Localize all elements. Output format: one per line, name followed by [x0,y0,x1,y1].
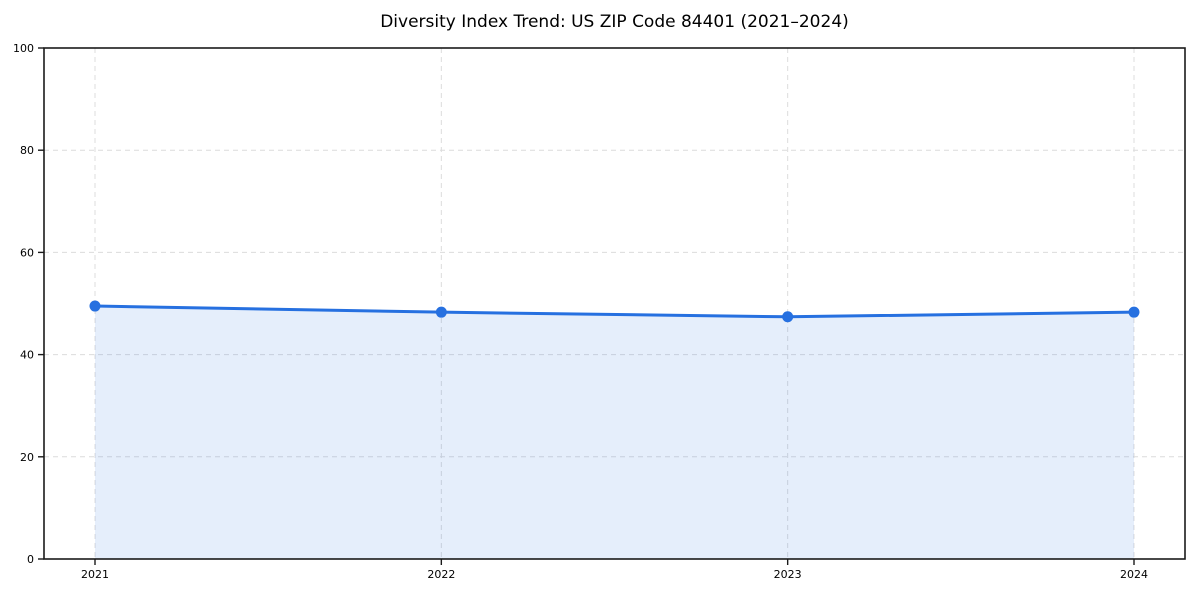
data-point-2023 [782,311,794,323]
plot-background [44,48,1185,559]
x-tick-label: 2022 [427,568,455,581]
chart-title: Diversity Index Trend: US ZIP Code 84401… [380,12,849,32]
y-tick-label: 100 [13,42,34,55]
y-tick-label: 20 [20,451,34,464]
y-tick-label: 0 [27,553,34,566]
x-tick-label: 2021 [81,568,109,581]
data-point-2024 [1128,306,1140,318]
y-tick-label: 40 [20,349,34,362]
data-point-2022 [435,306,447,318]
x-tick-label: 2023 [774,568,802,581]
y-tick-label: 80 [20,144,34,157]
y-tick-label: 60 [20,246,34,259]
area-fill [95,306,1134,559]
trend-line [93,304,1136,319]
data-point-2021 [89,300,101,312]
axes-frame [43,47,1186,560]
x-tick-label: 2024 [1120,568,1148,581]
